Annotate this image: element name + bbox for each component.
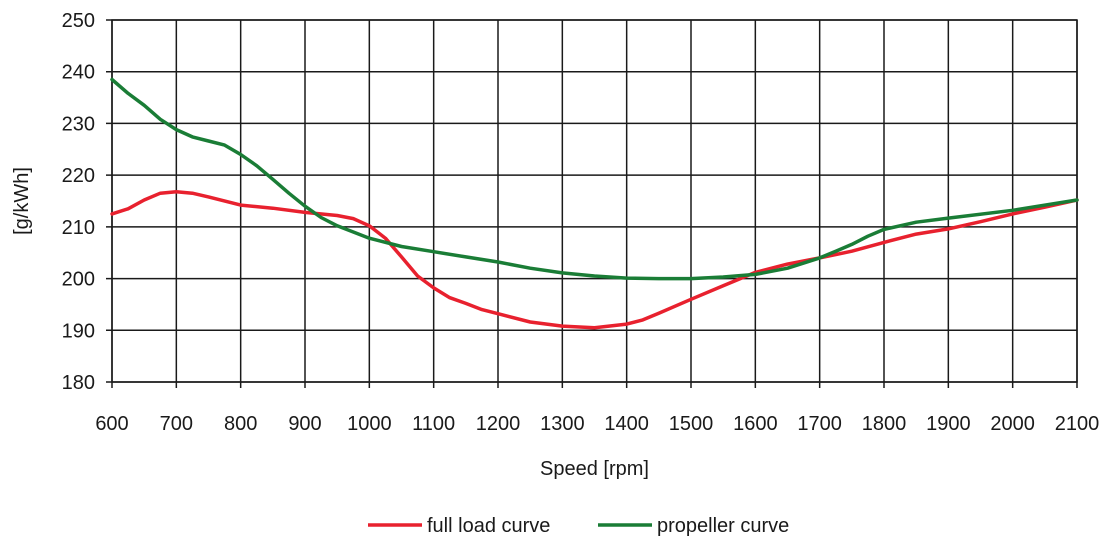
y-tick-label: 220 bbox=[62, 165, 95, 187]
y-tick-label: 230 bbox=[62, 113, 95, 135]
x-tick-label: 700 bbox=[160, 413, 193, 435]
x-tick-label: 800 bbox=[224, 413, 257, 435]
x-tick-label: 1500 bbox=[669, 413, 714, 435]
x-axis-title: Speed [rpm] bbox=[540, 458, 649, 480]
y-tick-label: 240 bbox=[62, 62, 95, 84]
x-tick-label: 2000 bbox=[990, 413, 1035, 435]
y-tick-label: 200 bbox=[62, 269, 95, 291]
x-tick-label: 1100 bbox=[412, 413, 455, 435]
x-tick-label: 1300 bbox=[540, 413, 585, 435]
grid bbox=[106, 19, 1078, 388]
legend-label-0: full load curve bbox=[427, 515, 550, 537]
x-tick-label: 2100 bbox=[1055, 413, 1100, 435]
y-axis-title: [g/kWh] bbox=[11, 167, 33, 235]
series-line-1 bbox=[110, 77, 1079, 281]
x-tick-label: 900 bbox=[288, 413, 321, 435]
y-tick-label: 250 bbox=[62, 10, 95, 32]
legend: full load curve propeller curve bbox=[368, 515, 789, 537]
series-layer bbox=[110, 77, 1079, 330]
x-tick-labels: 600 700 800 900 1000 1100 1200 1300 1400 1500 1600… bbox=[95, 413, 1099, 435]
x-tick-label: 1600 bbox=[733, 413, 778, 435]
y-tick-labels: 180 190 200 210 220 230 240 250 bbox=[62, 10, 95, 394]
x-tick-label: 1700 bbox=[797, 413, 842, 435]
x-tick-label: 1000 bbox=[347, 413, 392, 435]
x-tick-label: 1800 bbox=[862, 413, 907, 435]
x-tick-label: 1200 bbox=[476, 413, 521, 435]
series-line-0 bbox=[110, 189, 1079, 330]
x-tick-label: 600 bbox=[95, 413, 128, 435]
x-tick-label: 1900 bbox=[926, 413, 971, 435]
y-tick-label: 180 bbox=[62, 372, 95, 394]
y-tick-label: 210 bbox=[62, 217, 95, 239]
y-tick-label: 190 bbox=[62, 320, 95, 342]
x-tick-label: 1400 bbox=[604, 413, 649, 435]
legend-label-1: propeller curve bbox=[657, 515, 789, 537]
